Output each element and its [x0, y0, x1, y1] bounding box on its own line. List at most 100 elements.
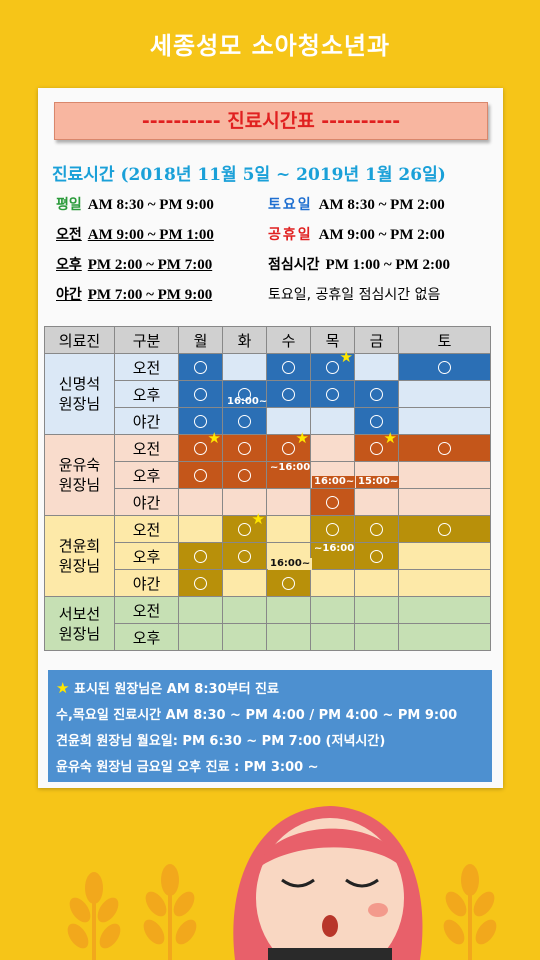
slot-on	[178, 353, 223, 381]
session-label: 야간	[114, 407, 179, 435]
slot-off	[398, 407, 491, 435]
circle-icon	[370, 550, 383, 563]
hours-time: PM 2:00 ~ PM 7:00	[87, 257, 213, 273]
slot-on	[178, 380, 223, 408]
circle-icon	[438, 442, 451, 455]
hours-time: PM 1:00 ~ PM 2:00	[325, 257, 450, 273]
header-cell: 수	[266, 326, 311, 354]
hours-night: 야간 PM 7:00 ~ PM 9:00	[56, 284, 212, 304]
circle-icon	[194, 442, 207, 455]
table-row: 서보선 원장님 오전	[44, 596, 491, 651]
note-line: 견윤희 원장님 월요일: PM 6:30 ~ PM 7:00 (저녁시간)	[56, 734, 386, 749]
session-label: 오전	[114, 596, 179, 624]
hours-time: AM 8:30 ~ PM 2:00	[318, 197, 445, 213]
star-icon: ★	[56, 679, 70, 697]
slot-on	[222, 407, 267, 435]
hours-weekday: 평일 AM 8:30 ~ PM 9:00	[56, 194, 214, 214]
session-label: 오후	[114, 461, 179, 489]
slot-on	[178, 569, 223, 597]
circle-icon	[238, 469, 251, 482]
circle-icon	[282, 577, 295, 590]
slot-on: ★	[310, 348, 355, 381]
clinic-period: 진료시간 (2018년 11월 5일 ~ 2019년 1월 26일)	[52, 165, 446, 185]
table-row: 야간	[45, 407, 491, 435]
slot-off	[310, 569, 355, 597]
slot-on	[398, 434, 491, 462]
header-cell: 의료진	[44, 326, 115, 354]
slot-on	[266, 353, 311, 381]
slot-off	[354, 569, 399, 597]
hours-label: 오후	[56, 257, 82, 273]
slot-on	[266, 380, 311, 408]
time-tag: 16:00~	[227, 396, 268, 407]
slot-off	[266, 515, 311, 543]
circle-icon	[238, 388, 251, 401]
slot-off: 16:00~	[310, 461, 357, 489]
table-row: 오후 ~16:00 16:00~ 15:00~	[45, 461, 491, 489]
note-line: ★ 표시된 원장님은 AM 8:30부터 진료	[56, 678, 279, 697]
session-label: 오전	[114, 353, 179, 381]
table-row: 오후	[45, 623, 491, 651]
slot-off	[178, 623, 223, 651]
slot-off	[178, 596, 223, 624]
circle-icon	[194, 469, 207, 482]
star-icon: ★	[207, 429, 221, 447]
time-tag: 16:00~	[312, 476, 357, 488]
star-icon: ★	[339, 348, 353, 366]
circle-icon	[194, 361, 207, 374]
star-icon: ★	[295, 429, 309, 447]
session-label: 오후	[114, 380, 179, 408]
hours-time: AM 9:00 ~ PM 1:00	[87, 227, 214, 243]
table-row: 야간	[45, 488, 491, 516]
slot-off	[354, 596, 399, 624]
circle-icon	[194, 577, 207, 590]
hours-lunch: 점심시간 PM 1:00 ~ PM 2:00	[268, 254, 450, 274]
slot-off	[354, 353, 399, 381]
slot-off	[222, 353, 267, 381]
slot-off	[266, 488, 311, 516]
circle-icon	[282, 361, 295, 374]
slot-on	[222, 461, 267, 489]
hours-label: 평일	[56, 197, 82, 213]
bottom-illustration	[67, 806, 497, 960]
time-tag: ~16:00	[270, 462, 311, 473]
slot-off	[354, 623, 399, 651]
slot-off: 15:00~	[354, 461, 401, 489]
slot-off	[178, 488, 223, 516]
slot-on: 16:00~	[222, 380, 268, 408]
circle-icon	[438, 523, 451, 536]
slot-off	[398, 569, 491, 597]
circle-icon	[370, 442, 383, 455]
circle-icon	[238, 523, 251, 536]
slot-on	[310, 515, 355, 543]
slot-off	[398, 380, 491, 408]
slot-on	[398, 515, 491, 543]
hours-label: 공휴일	[268, 227, 313, 243]
note-text: 표시된 원장님은 AM 8:30부터 진료	[73, 682, 279, 697]
hours-afternoon: 오후 PM 2:00 ~ PM 7:00	[56, 254, 212, 274]
time-tag: ~16:00	[314, 543, 355, 554]
slot-on: ★	[178, 429, 223, 462]
slot-off	[398, 623, 491, 651]
table-row: 견윤희 원장님 오전 ★	[44, 510, 491, 597]
table-row: 오후 16:00~	[45, 380, 491, 408]
header-cell: 금	[354, 326, 399, 354]
slot-on	[354, 515, 399, 543]
hours-label: 토요일, 공휴일 점심시간 없음	[268, 287, 441, 303]
circle-icon	[194, 388, 207, 401]
session-label: 오전	[114, 434, 179, 462]
session-label: 야간	[114, 488, 179, 516]
hours-saturday: 토요일 AM 8:30 ~ PM 2:00	[268, 194, 445, 214]
slot-on	[222, 434, 267, 462]
circle-icon	[194, 550, 207, 563]
slot-on: ~16:00	[310, 542, 355, 570]
session-label: 오전	[114, 515, 179, 543]
slot-off	[222, 569, 267, 597]
girl-character-icon	[233, 806, 423, 960]
slot-off	[310, 623, 355, 651]
slot-off	[398, 596, 491, 624]
slot-on	[178, 407, 223, 435]
slot-on	[310, 380, 355, 408]
hours-label: 토요일	[268, 197, 313, 213]
slot-on: ★	[266, 429, 311, 462]
